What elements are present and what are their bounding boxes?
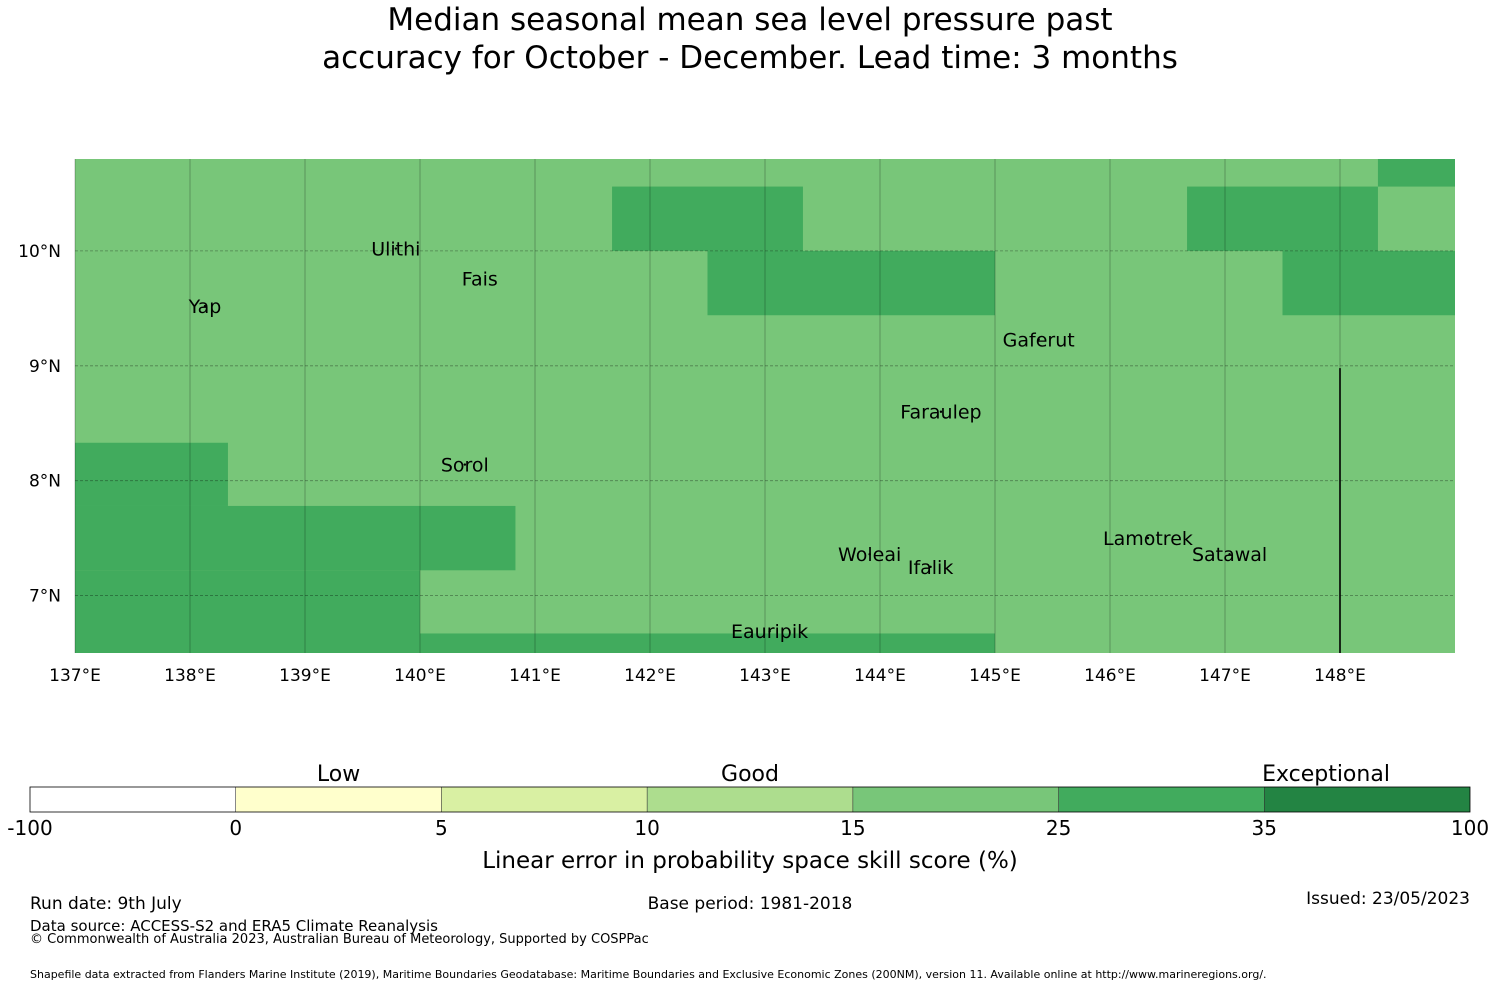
map-panel: 137°E 138°E 139°E 140°E 141°E 142°E 143°E 144°E… [18,159,1455,686]
place-label: Eauripik [731,621,808,643]
lat-tick-label: 7°N [29,587,61,607]
skill-cell [75,505,516,571]
lon-tick-label: 138°E [164,666,216,686]
place-label: Lamotrek [1103,528,1193,550]
island-marker [478,277,481,280]
lon-tick-label: 142°E [624,666,676,686]
colorbar-tick-label: 35 [1252,816,1277,840]
lon-tick-label: 140°E [394,666,446,686]
map-title: Median seasonal mean sea level pressure … [0,0,1500,77]
lat-tick-label: 9°N [29,357,61,377]
skill-category-label: Good [721,762,779,787]
lon-tick-label: 147°E [1199,666,1251,686]
title-line-1: Median seasonal mean sea level pressure … [387,2,1113,38]
shapefile-credit: Shapefile data extracted from Flanders M… [30,968,1267,981]
colorbar-segment [441,787,648,812]
colorbar-segment [647,787,853,812]
lon-tick-label: 148°E [1314,666,1366,686]
colorbar-segment [1058,787,1265,812]
skill-cell [1377,159,1455,187]
place-label: Fais [462,268,498,290]
place-label: Satawal [1192,544,1267,566]
colorbar-tick-label: 0 [229,816,242,840]
place-label: Gaferut [1003,329,1075,351]
place-label: Yap [188,296,222,318]
place-label: Ifalik [908,557,954,579]
colorbar-segment [1264,787,1470,812]
skill-cell [1282,250,1455,316]
island-marker [768,629,771,633]
base-period: Base period: 1981-2018 [647,894,853,914]
issued-date: Issued: 23/05/2023 [1306,889,1470,909]
island-marker [868,553,871,556]
place-label: Sorol [441,455,489,477]
lat-tick-label: 10°N [18,242,61,262]
island-marker [463,463,467,466]
data-source: Data source: ACCESS-S2 and ERA5 Climate … [30,917,438,935]
colorbar-tick-label: 100 [1451,816,1489,840]
place-label: Faraulep [900,402,981,424]
colorbar-segment [852,787,1059,812]
skill-category-label: Exceptional [1262,762,1390,787]
island-marker [1228,553,1231,556]
skill-cell [420,633,995,653]
colorbar-legend: -100 0 5 10 15 25 35 100 Low Good Exceptional Linea… [7,762,1489,874]
lon-tick-label: 146°E [1084,666,1136,686]
island-marker [939,410,943,413]
colorbar-tick-label: 25 [1046,816,1071,840]
island-marker [929,565,932,569]
lat-tick-label: 8°N [29,472,61,492]
place-label: Ulithi [371,239,420,261]
colorbar-segment [235,787,442,812]
lon-tick-label: 143°E [739,666,791,686]
colorbar-axis-label: Linear error in probability space skill … [482,848,1018,874]
island-marker [1037,338,1040,341]
copyright-notice: © Commonwealth of Australia 2023, Austra… [30,932,649,947]
lon-tick-label: 144°E [854,666,906,686]
skill-cell [75,570,420,653]
lon-tick-label: 141°E [509,666,561,686]
skill-cell [707,250,995,316]
skill-cell [75,442,228,506]
colorbar-segment [30,787,236,812]
colorbar-tick-label: -100 [7,816,52,840]
lon-tick-label: 145°E [969,666,1021,686]
island-marker [203,304,207,308]
colorbar-tick-label: 15 [840,816,865,840]
title-line-2: accuracy for October - December. Lead ti… [322,40,1178,76]
lon-tick-label: 139°E [279,666,331,686]
run-date: Run date: 9th July [30,894,182,914]
skill-cell [1187,186,1378,251]
colorbar-tick-label: 5 [435,816,448,840]
skill-category-label: Low [317,762,360,787]
colorbar-tick-label: 10 [634,816,659,840]
lon-tick-label: 137°E [49,666,101,686]
island-marker [394,247,398,250]
skill-cell [612,186,803,251]
colorbar-outline [29,786,1471,813]
island-marker [1146,536,1150,540]
place-label: Woleai [838,544,901,566]
